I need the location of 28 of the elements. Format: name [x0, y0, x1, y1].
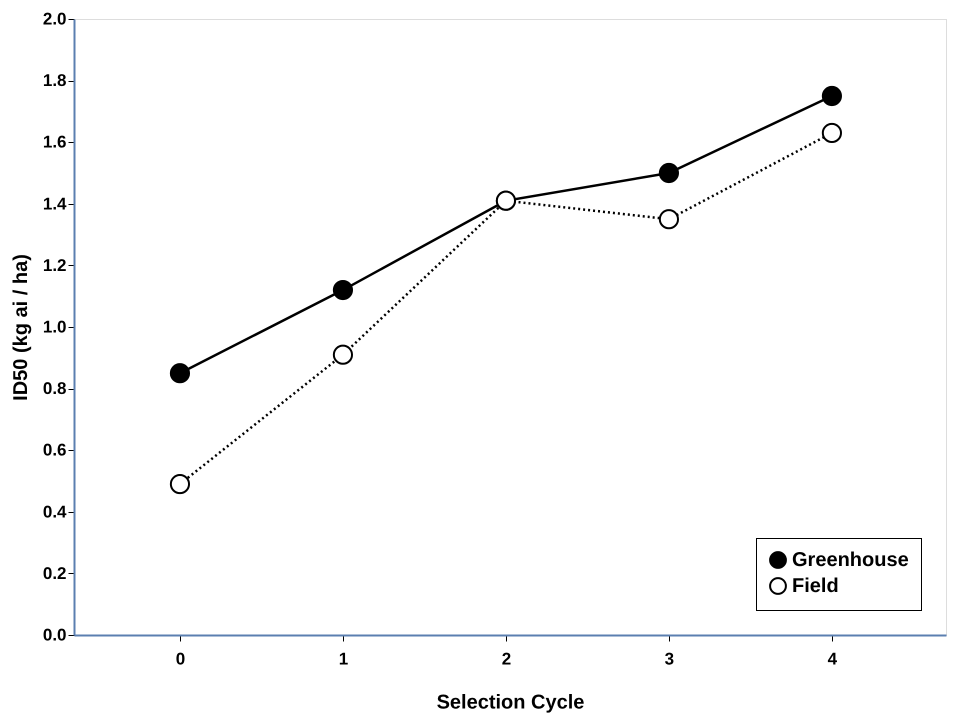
y-axis-title: ID50 (kg ai / ha): [10, 254, 32, 401]
point: [658, 162, 679, 184]
y-tick-label: 0.0: [42, 626, 66, 644]
x-tick-label: 3: [664, 650, 674, 668]
x-tick-label: 1: [338, 650, 348, 668]
point: [658, 209, 679, 230]
y-tick-label: 1.0: [42, 318, 66, 336]
y-tick-label: 2.0: [42, 10, 66, 28]
y-tick-label: 0.8: [42, 379, 66, 398]
point: [170, 474, 190, 494]
y-tick-label: 0.4: [42, 502, 68, 522]
point: [822, 122, 842, 144]
x-axis-title: Selection Cycle: [436, 692, 584, 714]
y-tick-label: 1.4: [42, 194, 68, 214]
y-tick-label: 1.2: [42, 256, 66, 275]
y-tick-label: 1.8: [42, 71, 66, 90]
x-tick-label: 2: [502, 650, 512, 668]
y-tick-label: 1.6: [42, 132, 66, 152]
point: [332, 344, 354, 365]
legend-label: Greenhouse: [792, 549, 909, 571]
y-tick-label: 0.2: [42, 564, 66, 583]
point: [170, 363, 190, 384]
y-tick-label: 0.6: [42, 440, 66, 460]
point: [822, 86, 842, 106]
point: [332, 280, 354, 300]
legend-label: Field: [792, 575, 839, 597]
x-tick-label: 0: [176, 650, 186, 668]
x-tick-label: 4: [828, 650, 838, 668]
